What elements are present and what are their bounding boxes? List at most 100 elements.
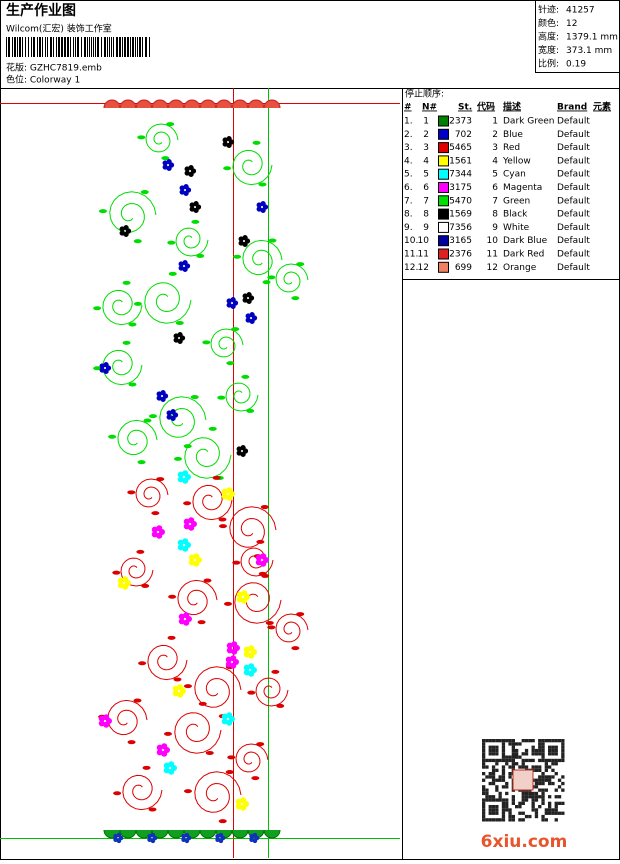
qr-cell [485,788,489,792]
qr-cell [548,775,552,779]
row-needle: 11 [418,250,429,260]
qr-cell [534,814,539,819]
qr-cell [482,778,486,782]
qr-cell [491,768,496,772]
qr-cell [482,762,486,766]
qr-cell [554,811,558,815]
qr-cell [495,788,499,792]
row-stitches: 3175 [449,183,472,193]
row-description: Dark Red [503,250,544,260]
qr-cell [524,739,529,743]
qr-cell [557,795,562,799]
vine [175,227,209,257]
row-description: Black [503,210,528,220]
petal [103,362,109,368]
qr-cell [495,745,499,749]
petal [181,837,186,843]
leaf [122,340,131,345]
petal [183,612,190,619]
vine [102,349,143,386]
vine [102,289,143,326]
column-header: 代码 [476,101,495,113]
row-needle: 4 [423,156,429,166]
column-header: # [404,103,412,113]
qr-cell [541,755,545,759]
qr-cell [538,768,542,772]
petal [189,206,195,212]
petal [184,170,190,176]
leaf [190,395,199,400]
qr-cell [501,748,506,753]
qr-cell [528,739,532,743]
bar-stripe [64,37,66,57]
qr-cell [491,811,496,815]
leaf [142,765,151,770]
leaf [223,601,232,606]
qr-cell [501,798,506,802]
qr-cell [508,814,512,819]
qr-cell [551,739,555,743]
vine [159,396,207,438]
qr-cell [534,808,539,812]
qr-cell [508,808,512,812]
qr-cell [482,791,486,796]
qr-cell [521,762,525,766]
row-brand: Default [557,210,590,220]
qr-cell [524,814,529,819]
qr-cell [482,755,486,759]
petal [188,559,195,566]
qr-cell [485,739,489,743]
column-header: St. [458,103,472,113]
qr-cell [505,739,509,743]
qr-cell [524,798,529,802]
bar-stripe [42,37,43,57]
bar-stripe [149,37,150,57]
qr-cell [488,745,492,749]
row-brand: Default [557,263,590,273]
qr-cell [521,765,525,769]
bar-stripe [31,37,32,57]
qr-cell [482,745,486,749]
qr-cell [488,818,492,822]
table-title: 停止顺序: [405,88,444,100]
qr-cell [551,808,555,812]
leaf [108,434,117,439]
leaf [151,511,160,516]
qr-cell [524,752,529,756]
qr-cell [501,752,506,756]
qr-cell [518,755,522,759]
vine [107,699,148,736]
stat-value: 373.1 mm [566,46,612,56]
qr-cell [538,752,542,756]
qr-cell [498,791,502,796]
qr-cell [511,814,515,819]
qr-cell [554,818,558,822]
qr-cell [551,768,555,772]
qr-cell [482,808,486,812]
qr-cell [554,748,558,753]
qr-cell [524,748,529,753]
petal [221,718,228,725]
leaf [218,517,227,522]
leaf [212,475,221,480]
qr-cell [491,781,496,786]
petal [156,525,163,532]
qr-cell [501,739,506,743]
leaf [183,501,192,506]
petal [226,712,233,719]
barcode [6,37,150,57]
qr-cell [531,805,535,809]
qr-cell [548,805,552,809]
bar-stripe [97,37,99,57]
qr-cell [495,748,499,753]
row-code: 11 [487,250,498,260]
leaf [173,456,182,461]
qr-cell [561,781,565,786]
qr-cell [554,795,558,799]
qr-cell [531,808,535,812]
column-header: Brand [557,103,587,113]
qr-cell [544,758,548,763]
qr-cell [531,758,535,763]
petal [260,553,267,560]
